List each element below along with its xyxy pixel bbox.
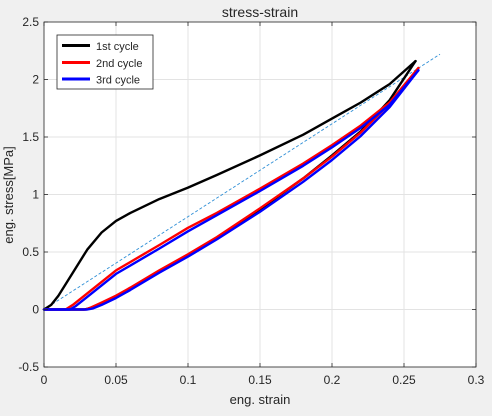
x-tick-labels: 0 0.05 0.1 0.15 0.2 0.25 0.3 <box>41 373 485 387</box>
legend-label-1st-cycle: 1st cycle <box>96 41 139 53</box>
y-tick-label: 2.5 <box>22 15 39 29</box>
series-layer <box>42 59 420 311</box>
series-line-1st-cycle-loading <box>42 59 417 311</box>
y-tick-label: 1.5 <box>22 130 39 144</box>
x-tick-label: 0.15 <box>248 373 272 387</box>
ticks <box>43 21 477 368</box>
series-line-2nd-cycle-loading <box>42 66 420 311</box>
y-tick-label: 2 <box>32 73 39 87</box>
chart-title: stress-strain <box>222 4 298 20</box>
legend-label-3rd-cycle: 3rd cycle <box>96 75 140 87</box>
reference-line <box>43 53 441 310</box>
x-tick-label: 0 <box>41 373 48 387</box>
series-line-3rd-cycle-loading <box>42 69 420 311</box>
y-axis-label: eng. stress[MPa] <box>1 146 16 244</box>
y-tick-label: 1 <box>32 188 39 202</box>
legend: 1st cycle 2nd cycle 3rd cycle <box>56 34 154 90</box>
x-tick-label: 0.1 <box>180 373 197 387</box>
x-tick-label: 0.25 <box>392 373 416 387</box>
y-tick-label: -0.5 <box>18 360 39 374</box>
x-axis-label: eng. strain <box>230 392 291 407</box>
reference-line-layer <box>43 53 441 310</box>
series-line-3rd-cycle-unloading <box>42 69 420 311</box>
x-tick-label: 0.3 <box>468 373 485 387</box>
y-tick-label: 0 <box>32 303 39 317</box>
x-tick-label: 0.05 <box>104 373 128 387</box>
y-tick-labels: -0.5 0 0.5 1 1.5 2 2.5 <box>18 15 39 374</box>
legend-label-2nd-cycle: 2nd cycle <box>96 58 142 70</box>
y-tick-label: 0.5 <box>22 245 39 259</box>
x-tick-label: 0.2 <box>324 373 341 387</box>
